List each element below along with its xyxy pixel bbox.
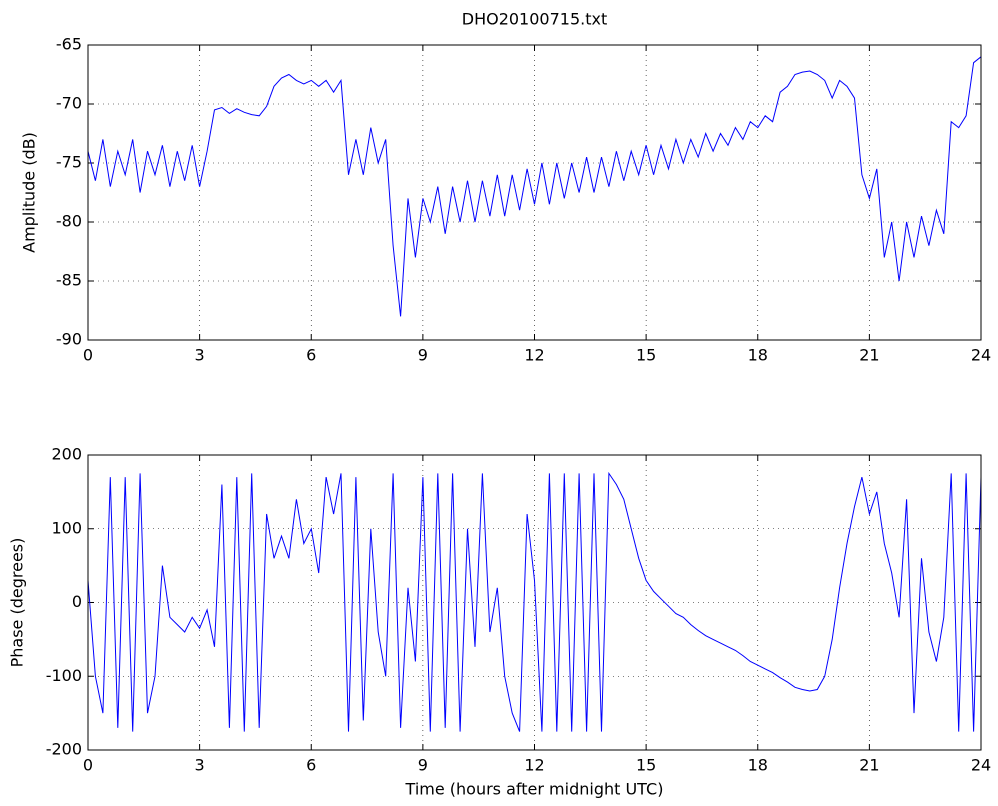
data-line	[87, 56, 982, 317]
y-tick-label: -100	[46, 666, 82, 685]
y-tick-label: -80	[56, 212, 82, 231]
y-tick-label: -90	[56, 330, 82, 349]
x-tick-label: 15	[636, 346, 656, 365]
x-tick-label: 24	[971, 756, 991, 775]
y-tick-label: -200	[46, 740, 82, 759]
x-tick-label: 18	[748, 346, 768, 365]
y-tick-label: -85	[56, 271, 82, 290]
x-tick-label: 12	[524, 346, 544, 365]
y-tick-label: 0	[72, 592, 82, 611]
x-tick-label: 15	[636, 756, 656, 775]
y-tick-label: -65	[56, 35, 82, 54]
x-tick-label: 21	[859, 346, 879, 365]
y-tick-label: -75	[56, 153, 82, 172]
x-tick-label: 6	[306, 756, 316, 775]
x-tick-label: 3	[195, 756, 205, 775]
x-tick-label: 24	[971, 346, 991, 365]
axes-box	[87, 44, 982, 341]
data-line	[87, 471, 982, 732]
x-tick-label: 9	[418, 346, 428, 365]
x-tick-label: 0	[83, 756, 93, 775]
chart-title: DHO20100715.txt	[462, 10, 607, 29]
x-tick-label: 3	[195, 346, 205, 365]
x-tick-label: 12	[524, 756, 544, 775]
x-tick-label: 0	[83, 346, 93, 365]
y-tick-label: 200	[51, 445, 82, 464]
x-tick-label: 6	[306, 346, 316, 365]
x-tick-label: 18	[748, 756, 768, 775]
axes-box	[87, 454, 982, 751]
x-tick-label: 21	[859, 756, 879, 775]
x-tick-label: 9	[418, 756, 428, 775]
y-axis-label: Phase (degrees)	[8, 538, 27, 668]
y-tick-label: -70	[56, 94, 82, 113]
y-axis-label: Amplitude (dB)	[20, 132, 39, 253]
x-axis-label: Time (hours after midnight UTC)	[405, 780, 664, 799]
y-tick-label: 100	[51, 518, 82, 537]
